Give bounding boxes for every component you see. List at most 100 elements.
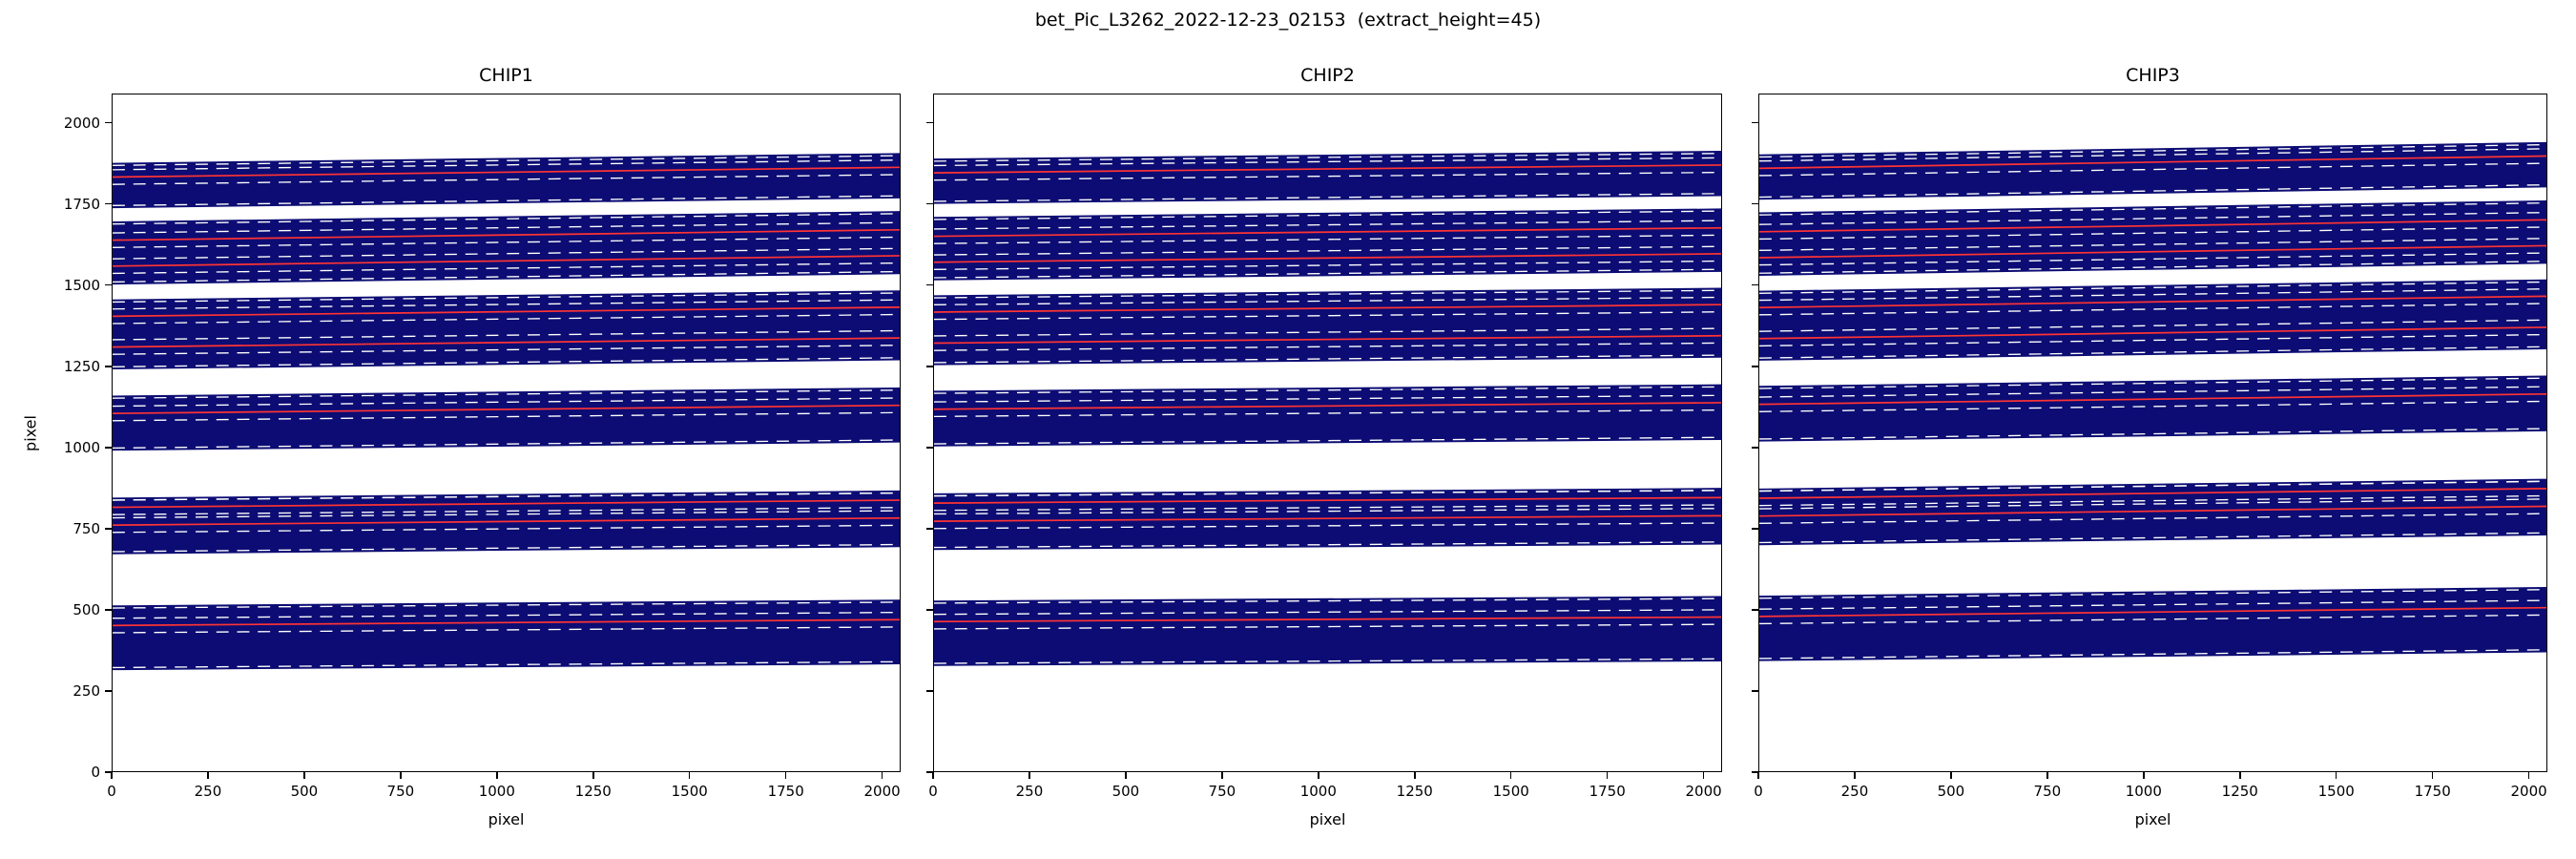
x-tick-label: 750 <box>2033 783 2062 800</box>
extraction-boundary-line <box>113 660 900 669</box>
y-tick-label: 250 <box>73 681 100 700</box>
extraction-boundary-line <box>113 247 900 260</box>
extraction-boundary-line <box>934 354 1721 364</box>
extraction-boundary-line <box>113 626 900 634</box>
extraction-boundary-line <box>934 327 1721 337</box>
trace-center-line <box>113 337 900 348</box>
y-tick-mark <box>1752 283 1758 286</box>
y-tick-label: 1250 <box>63 357 100 375</box>
y-tick-mark <box>1752 528 1758 530</box>
extraction-boundary-line <box>113 507 900 515</box>
x-tick-mark <box>207 772 209 779</box>
x-tick-label: 0 <box>1754 783 1763 800</box>
extraction-boundary-line <box>1759 614 2546 625</box>
extraction-boundary-line <box>934 260 1721 271</box>
trace-center-line <box>113 306 900 318</box>
x-tick-label: 1000 <box>478 783 515 800</box>
order-band <box>1759 586 2546 661</box>
x-axis-label-chip1: pixel <box>488 810 525 828</box>
extraction-boundary-line <box>1759 148 2546 162</box>
trace-center-line <box>1759 488 2546 499</box>
extraction-boundary-line <box>1759 261 2546 274</box>
y-tick-mark <box>926 366 933 367</box>
panel-title-chip2: CHIP2 <box>1300 65 1355 86</box>
trace-center-line <box>934 402 1721 410</box>
x-tick-label: 1750 <box>1589 783 1626 800</box>
x-tick-mark <box>400 772 402 779</box>
x-tick-mark <box>1125 772 1127 779</box>
extraction-boundary-line <box>1759 532 2546 544</box>
x-tick-mark <box>496 772 498 779</box>
y-tick-mark <box>105 447 112 449</box>
y-tick-mark <box>105 609 112 611</box>
order-band <box>113 599 900 671</box>
extraction-boundary-line <box>934 394 1721 403</box>
order-band <box>1759 199 2546 276</box>
x-tick-mark <box>1606 772 1609 779</box>
trace-center-line <box>1759 606 2546 618</box>
x-tick-mark <box>1702 772 1705 779</box>
x-tick-label: 1000 <box>2125 783 2162 800</box>
extraction-boundary-line <box>1759 513 2546 524</box>
x-tick-mark <box>2046 772 2048 779</box>
panel-title-chip3: CHIP3 <box>2126 65 2180 86</box>
order-band <box>1759 141 2546 200</box>
extraction-boundary-line <box>934 508 1721 515</box>
extraction-boundary-line <box>113 601 900 609</box>
trace-center-line <box>113 228 900 241</box>
x-axis-label-chip3: pixel <box>2134 810 2171 828</box>
x-tick-mark <box>2239 772 2241 779</box>
x-axis-label-chip2: pixel <box>1309 810 1346 828</box>
y-tick-mark <box>105 690 112 692</box>
y-tick-label: 500 <box>73 600 100 618</box>
panel-title-chip1: CHIP1 <box>479 65 533 86</box>
extraction-boundary-line <box>1759 226 2546 241</box>
y-tick-label: 2000 <box>63 114 100 132</box>
extraction-boundary-line <box>934 296 1721 306</box>
x-tick-label: 1500 <box>1492 783 1529 800</box>
trace-center-line <box>934 334 1721 345</box>
x-tick-label: 1500 <box>671 783 708 800</box>
x-tick-label: 0 <box>107 783 116 800</box>
extraction-boundary-line <box>113 236 900 248</box>
x-tick-mark <box>592 772 594 779</box>
trace-center-line <box>1759 295 2546 309</box>
x-tick-mark <box>1509 772 1512 779</box>
trace-center-line <box>934 304 1721 313</box>
x-tick-label: 1500 <box>2317 783 2355 800</box>
extraction-boundary-line <box>934 157 1721 167</box>
trace-center-line <box>934 496 1721 504</box>
y-tick-mark <box>1752 366 1758 367</box>
extraction-boundary-line <box>934 289 1721 299</box>
x-tick-mark <box>688 772 691 779</box>
x-tick-mark <box>2335 772 2337 779</box>
x-tick-label: 500 <box>1111 783 1140 800</box>
y-tick-mark <box>1752 202 1758 205</box>
extraction-boundary-line <box>113 357 900 367</box>
x-tick-mark <box>1757 772 1759 779</box>
y-tick-mark <box>1752 609 1758 611</box>
extraction-boundary-line <box>113 155 900 166</box>
y-tick-label: 0 <box>91 764 100 781</box>
trace-center-line <box>113 166 900 178</box>
extraction-boundary-line <box>113 492 900 501</box>
trace-bands-chip2 <box>934 151 1721 666</box>
y-tick-mark <box>1752 121 1758 124</box>
extraction-boundary-line <box>1759 386 2546 398</box>
extraction-boundary-line <box>1759 377 2546 389</box>
extraction-boundary-line <box>934 658 1721 664</box>
axes-chip3 <box>1758 94 2547 772</box>
x-tick-label: 1250 <box>574 783 612 800</box>
y-tick-mark <box>105 121 112 124</box>
extraction-boundary-line <box>1759 649 2546 660</box>
trace-center-line <box>934 164 1721 174</box>
x-tick-mark <box>2527 772 2530 779</box>
y-tick-mark <box>926 202 933 205</box>
trace-center-line <box>1759 155 2546 170</box>
extraction-boundary-line <box>113 439 900 450</box>
trace-center-line <box>1759 219 2546 233</box>
extraction-boundary-line <box>934 623 1721 630</box>
x-tick-label: 0 <box>928 783 938 800</box>
extraction-boundary-line <box>934 268 1721 279</box>
trace-center-line <box>1759 392 2546 406</box>
